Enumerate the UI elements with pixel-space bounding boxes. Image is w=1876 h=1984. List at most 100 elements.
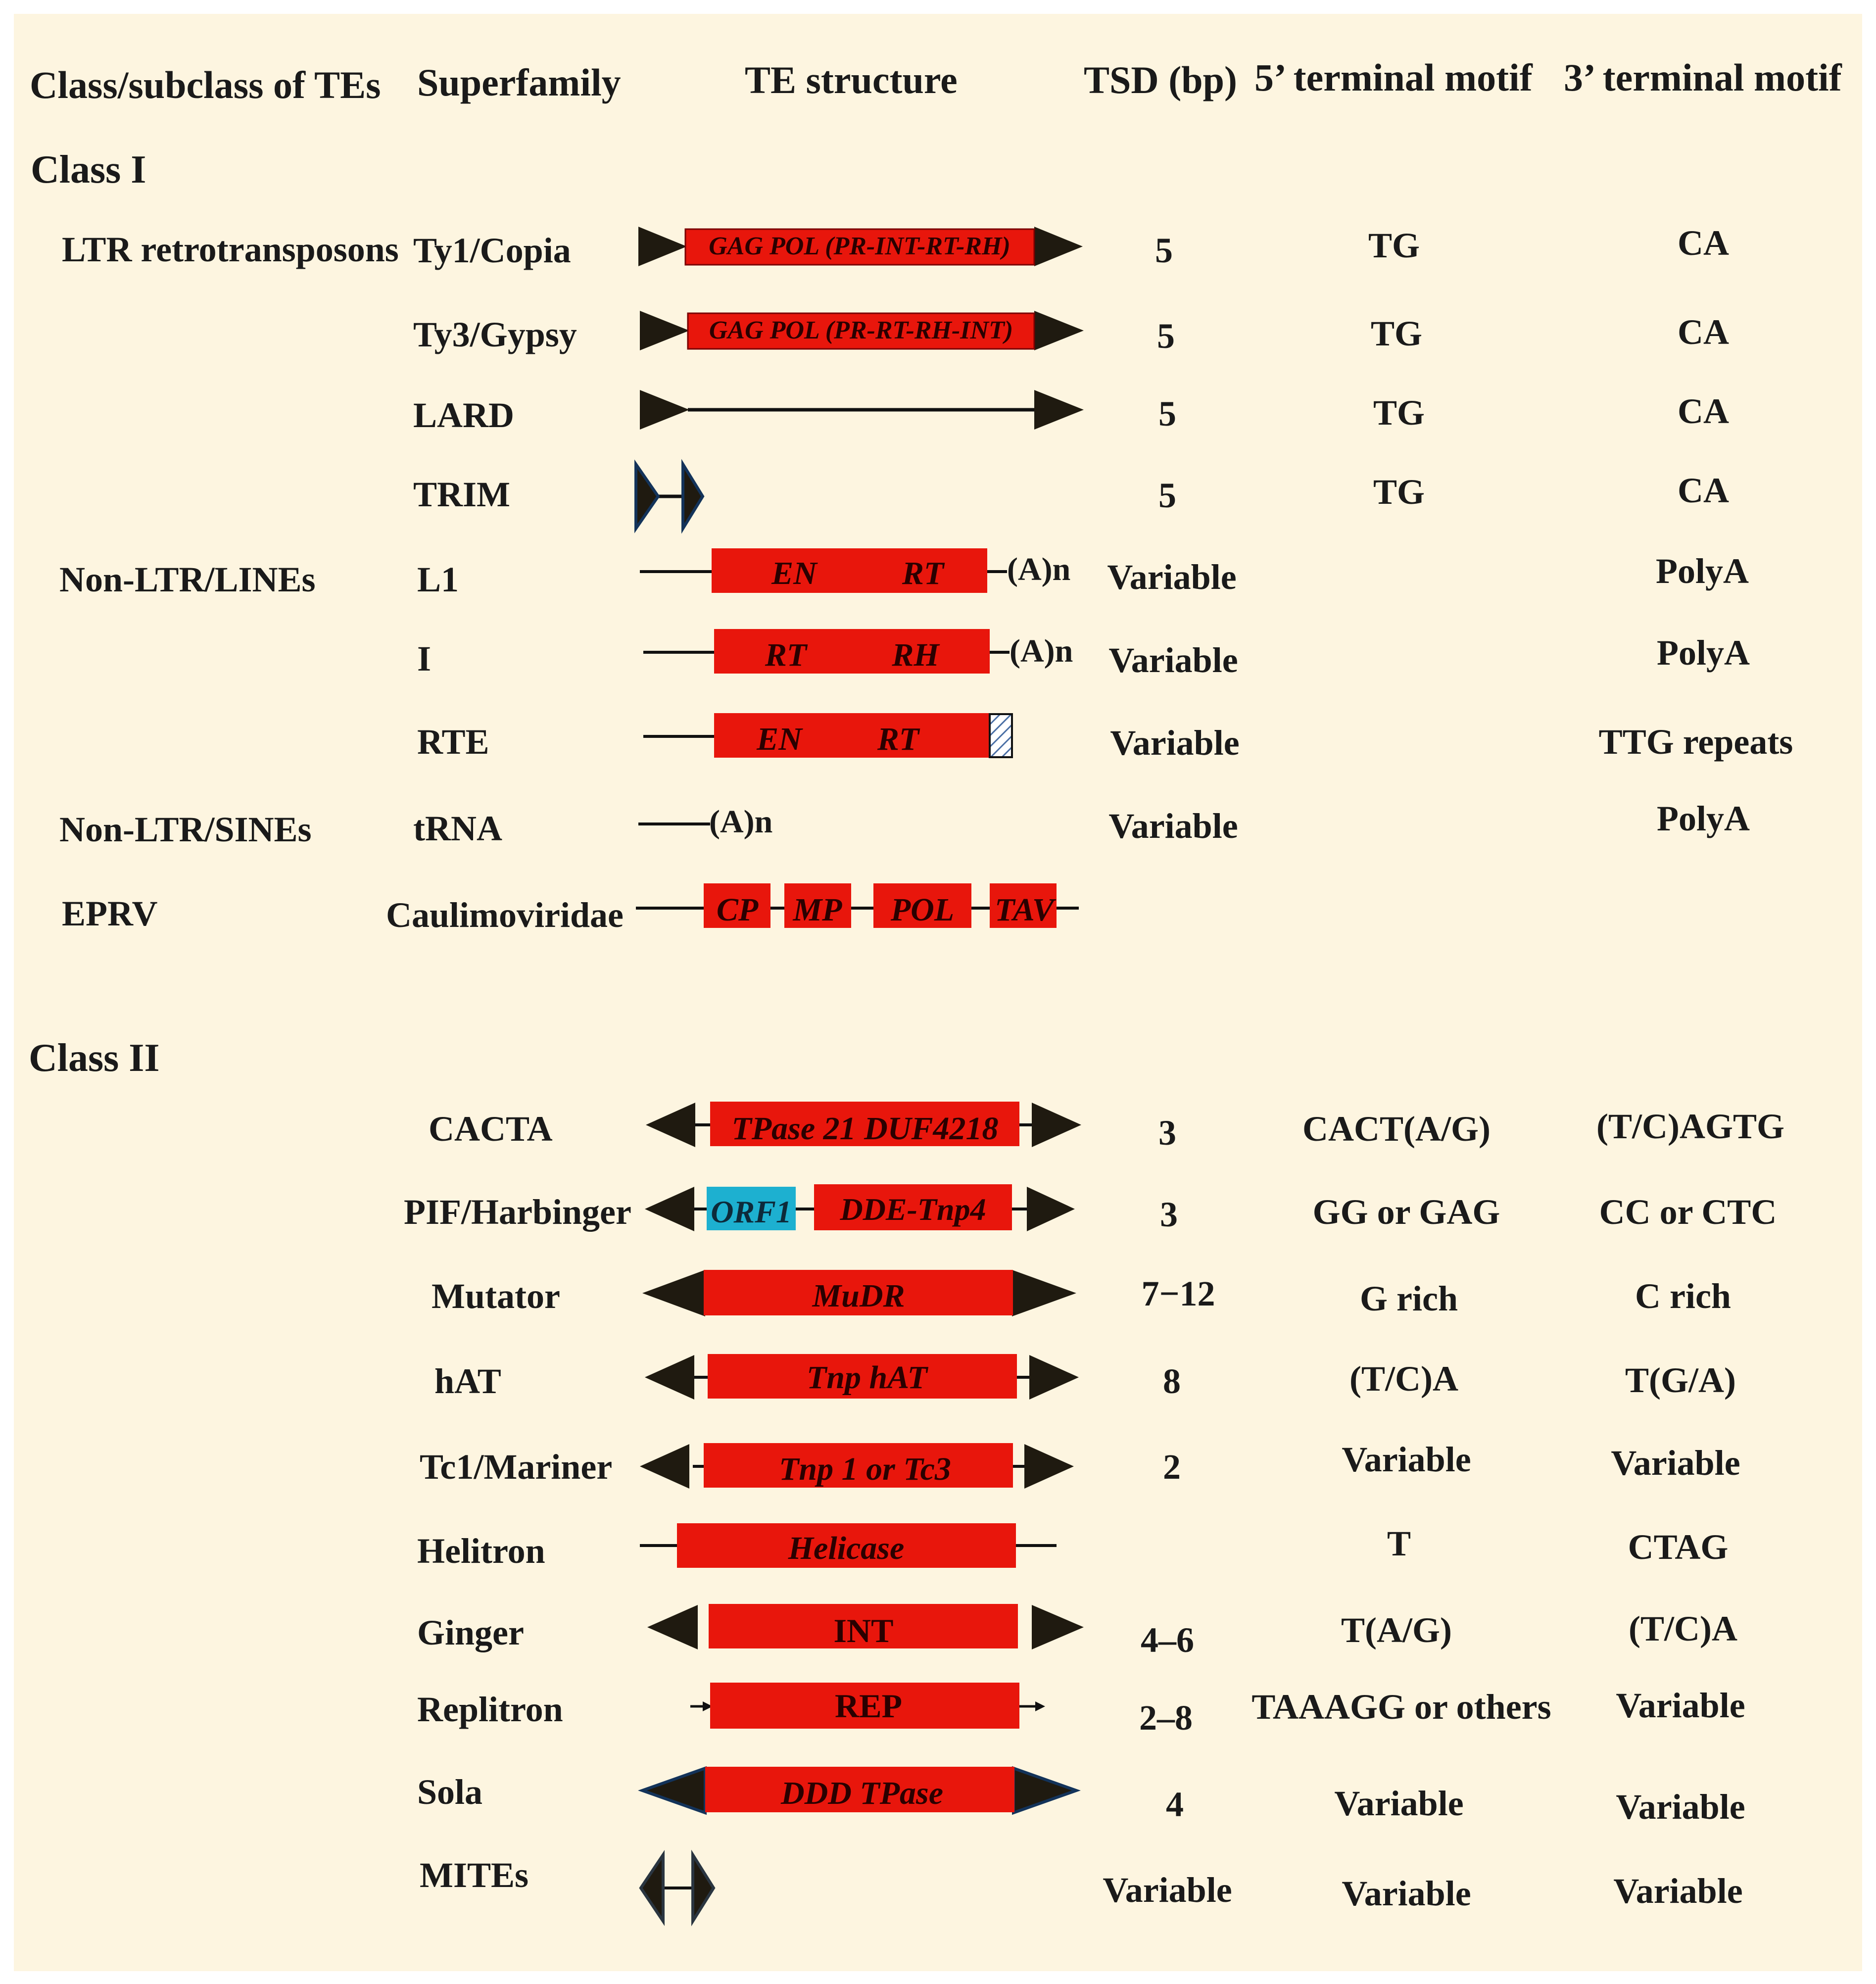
tpase-domain	[710, 1102, 1019, 1146]
rt-label: RT	[877, 721, 920, 757]
tsd-value: Variable	[1108, 806, 1238, 846]
en-label: EN	[771, 555, 818, 591]
motif3-value: T(G/A)	[1625, 1360, 1736, 1400]
tir-arrow-left	[646, 1103, 695, 1147]
tir-arrow-right	[1029, 1355, 1079, 1400]
motif3-value: (T/C)AGTG	[1596, 1107, 1785, 1146]
helicase-domain	[677, 1523, 1016, 1568]
pif-harbinger-structure: ORF1 DDE-Tnp4	[645, 1184, 1075, 1231]
superfamily-name: Ty3/Gypsy	[413, 315, 577, 354]
tsd-value: Variable	[1108, 640, 1238, 680]
polya-tail: (A)n	[1007, 551, 1070, 587]
tnp4-label: DDE-Tnp4	[839, 1192, 986, 1227]
motif3-value: PolyA	[1657, 633, 1750, 673]
motif3-value: CA	[1678, 471, 1729, 510]
tsd-value: 7−12	[1141, 1274, 1215, 1313]
ltr-arrow	[1034, 390, 1084, 430]
tnp4-domain	[814, 1184, 1012, 1230]
motif3-value: CTAG	[1628, 1527, 1729, 1567]
class-2-label: Class II	[29, 1036, 160, 1080]
motif5-value: Variable	[1342, 1440, 1471, 1479]
tir-arrow-right	[691, 1849, 716, 1927]
motif5-value: T	[1387, 1524, 1411, 1563]
ltr-arrow	[681, 459, 705, 534]
cp-domain	[704, 883, 770, 928]
tsd-value: 5	[1157, 316, 1175, 356]
motif5-value: TG	[1373, 472, 1425, 512]
motif3-value: Variable	[1616, 1686, 1745, 1725]
tir-arrow-left	[645, 1187, 694, 1231]
header-motif3: 3’ terminal motif	[1564, 56, 1842, 99]
motif5-value: TG	[1368, 226, 1420, 265]
en-label: EN	[756, 721, 803, 757]
ttg-repeat-box	[989, 713, 1013, 758]
tsd-value: 8	[1163, 1361, 1181, 1401]
ty3-gypsy-structure: GAG POL (PR-RT-RH-INT)	[640, 311, 1084, 350]
subclass-lines: Non-LTR/LINEs	[59, 560, 316, 599]
ltr-arrow	[1034, 227, 1083, 266]
superfamily-name: PIF/Harbinger	[404, 1192, 631, 1232]
ltr-arrow	[634, 459, 660, 533]
tsd-value: 5	[1158, 394, 1176, 434]
gag-pol-domain	[687, 312, 1035, 350]
caulimoviridae-structure: CP MP POL TAV	[636, 883, 1079, 928]
tir-arrow-right	[1024, 1444, 1074, 1489]
ltr-arrow	[640, 390, 689, 430]
motif5-value: (T/C)A	[1349, 1359, 1458, 1399]
superfamily-name: LARD	[413, 395, 515, 435]
superfamily-name: MITEs	[420, 1855, 529, 1895]
tnp-hat-domain	[708, 1354, 1017, 1399]
superfamily-name: Ty1/Copia	[413, 231, 571, 270]
subclass-eprv: EPRV	[62, 894, 158, 933]
mutator-structure: MuDR	[642, 1270, 1076, 1316]
cacta-structure: TPase 21 DUF4218	[646, 1102, 1081, 1147]
replitron-structure: REP	[690, 1683, 1045, 1729]
rh-label: RH	[891, 637, 940, 673]
rep-label: REP	[835, 1687, 902, 1725]
tpase-label: TPase 21 DUF4218	[732, 1111, 999, 1147]
ty1-copia-structure: GAG POL (PR-INT-RT-RH)	[638, 227, 1083, 266]
pol-label: POL	[890, 892, 954, 928]
header-tsd: TSD (bp)	[1084, 58, 1237, 101]
tsd-value: Variable	[1103, 1870, 1232, 1910]
orf-domain	[712, 548, 987, 593]
motif3-value: CA	[1678, 223, 1729, 263]
lard-structure	[640, 390, 1084, 430]
ddd-tpase-label: DDD TPase	[780, 1775, 943, 1811]
ddd-tpase-domain	[705, 1767, 1014, 1812]
superfamily-name: CACTA	[429, 1109, 553, 1149]
superfamily-name: Replitron	[417, 1690, 563, 1729]
tir-arrow-left	[638, 1766, 707, 1815]
small-arrow	[1035, 1701, 1045, 1711]
subclass-sines: Non-LTR/SINEs	[59, 810, 312, 849]
tsd-value: 5	[1158, 476, 1176, 515]
polya-tail: (A)n	[709, 804, 772, 840]
header-superfamily: Superfamily	[417, 61, 621, 104]
motif5-value: TG	[1370, 314, 1423, 353]
tav-label: TAV	[995, 892, 1057, 928]
mudr-label: MuDR	[812, 1278, 905, 1314]
rep-domain	[710, 1683, 1019, 1729]
tir-arrow-right	[1032, 1605, 1084, 1649]
ltr-arrow	[640, 311, 689, 350]
superfamily-name: tRNA	[413, 809, 502, 848]
tnp-tc1-domain	[704, 1443, 1013, 1488]
mp-domain	[784, 883, 851, 928]
mudr-domain	[704, 1270, 1013, 1315]
cp-label: CP	[717, 892, 759, 928]
motif5-value: CACT(A/G)	[1302, 1109, 1491, 1149]
mites-structure	[639, 1849, 716, 1927]
tsd-value: Variable	[1110, 723, 1240, 763]
ginger-structure: INT	[647, 1604, 1084, 1649]
tir-arrow-right	[1032, 1103, 1081, 1147]
tc1-mariner-structure: Tnp 1 or Tc3	[640, 1443, 1074, 1489]
motif5-value: G rich	[1360, 1279, 1458, 1318]
superfamily-name: L1	[417, 560, 459, 599]
superfamily-name: Sola	[417, 1772, 483, 1812]
motif3-value: CA	[1678, 391, 1729, 431]
ltr-arrow	[638, 227, 687, 266]
superfamily-name: Helitron	[417, 1531, 545, 1571]
hat-structure: Tnp hAT	[645, 1354, 1079, 1400]
header-motif5: 5’ terminal motif	[1254, 56, 1533, 99]
